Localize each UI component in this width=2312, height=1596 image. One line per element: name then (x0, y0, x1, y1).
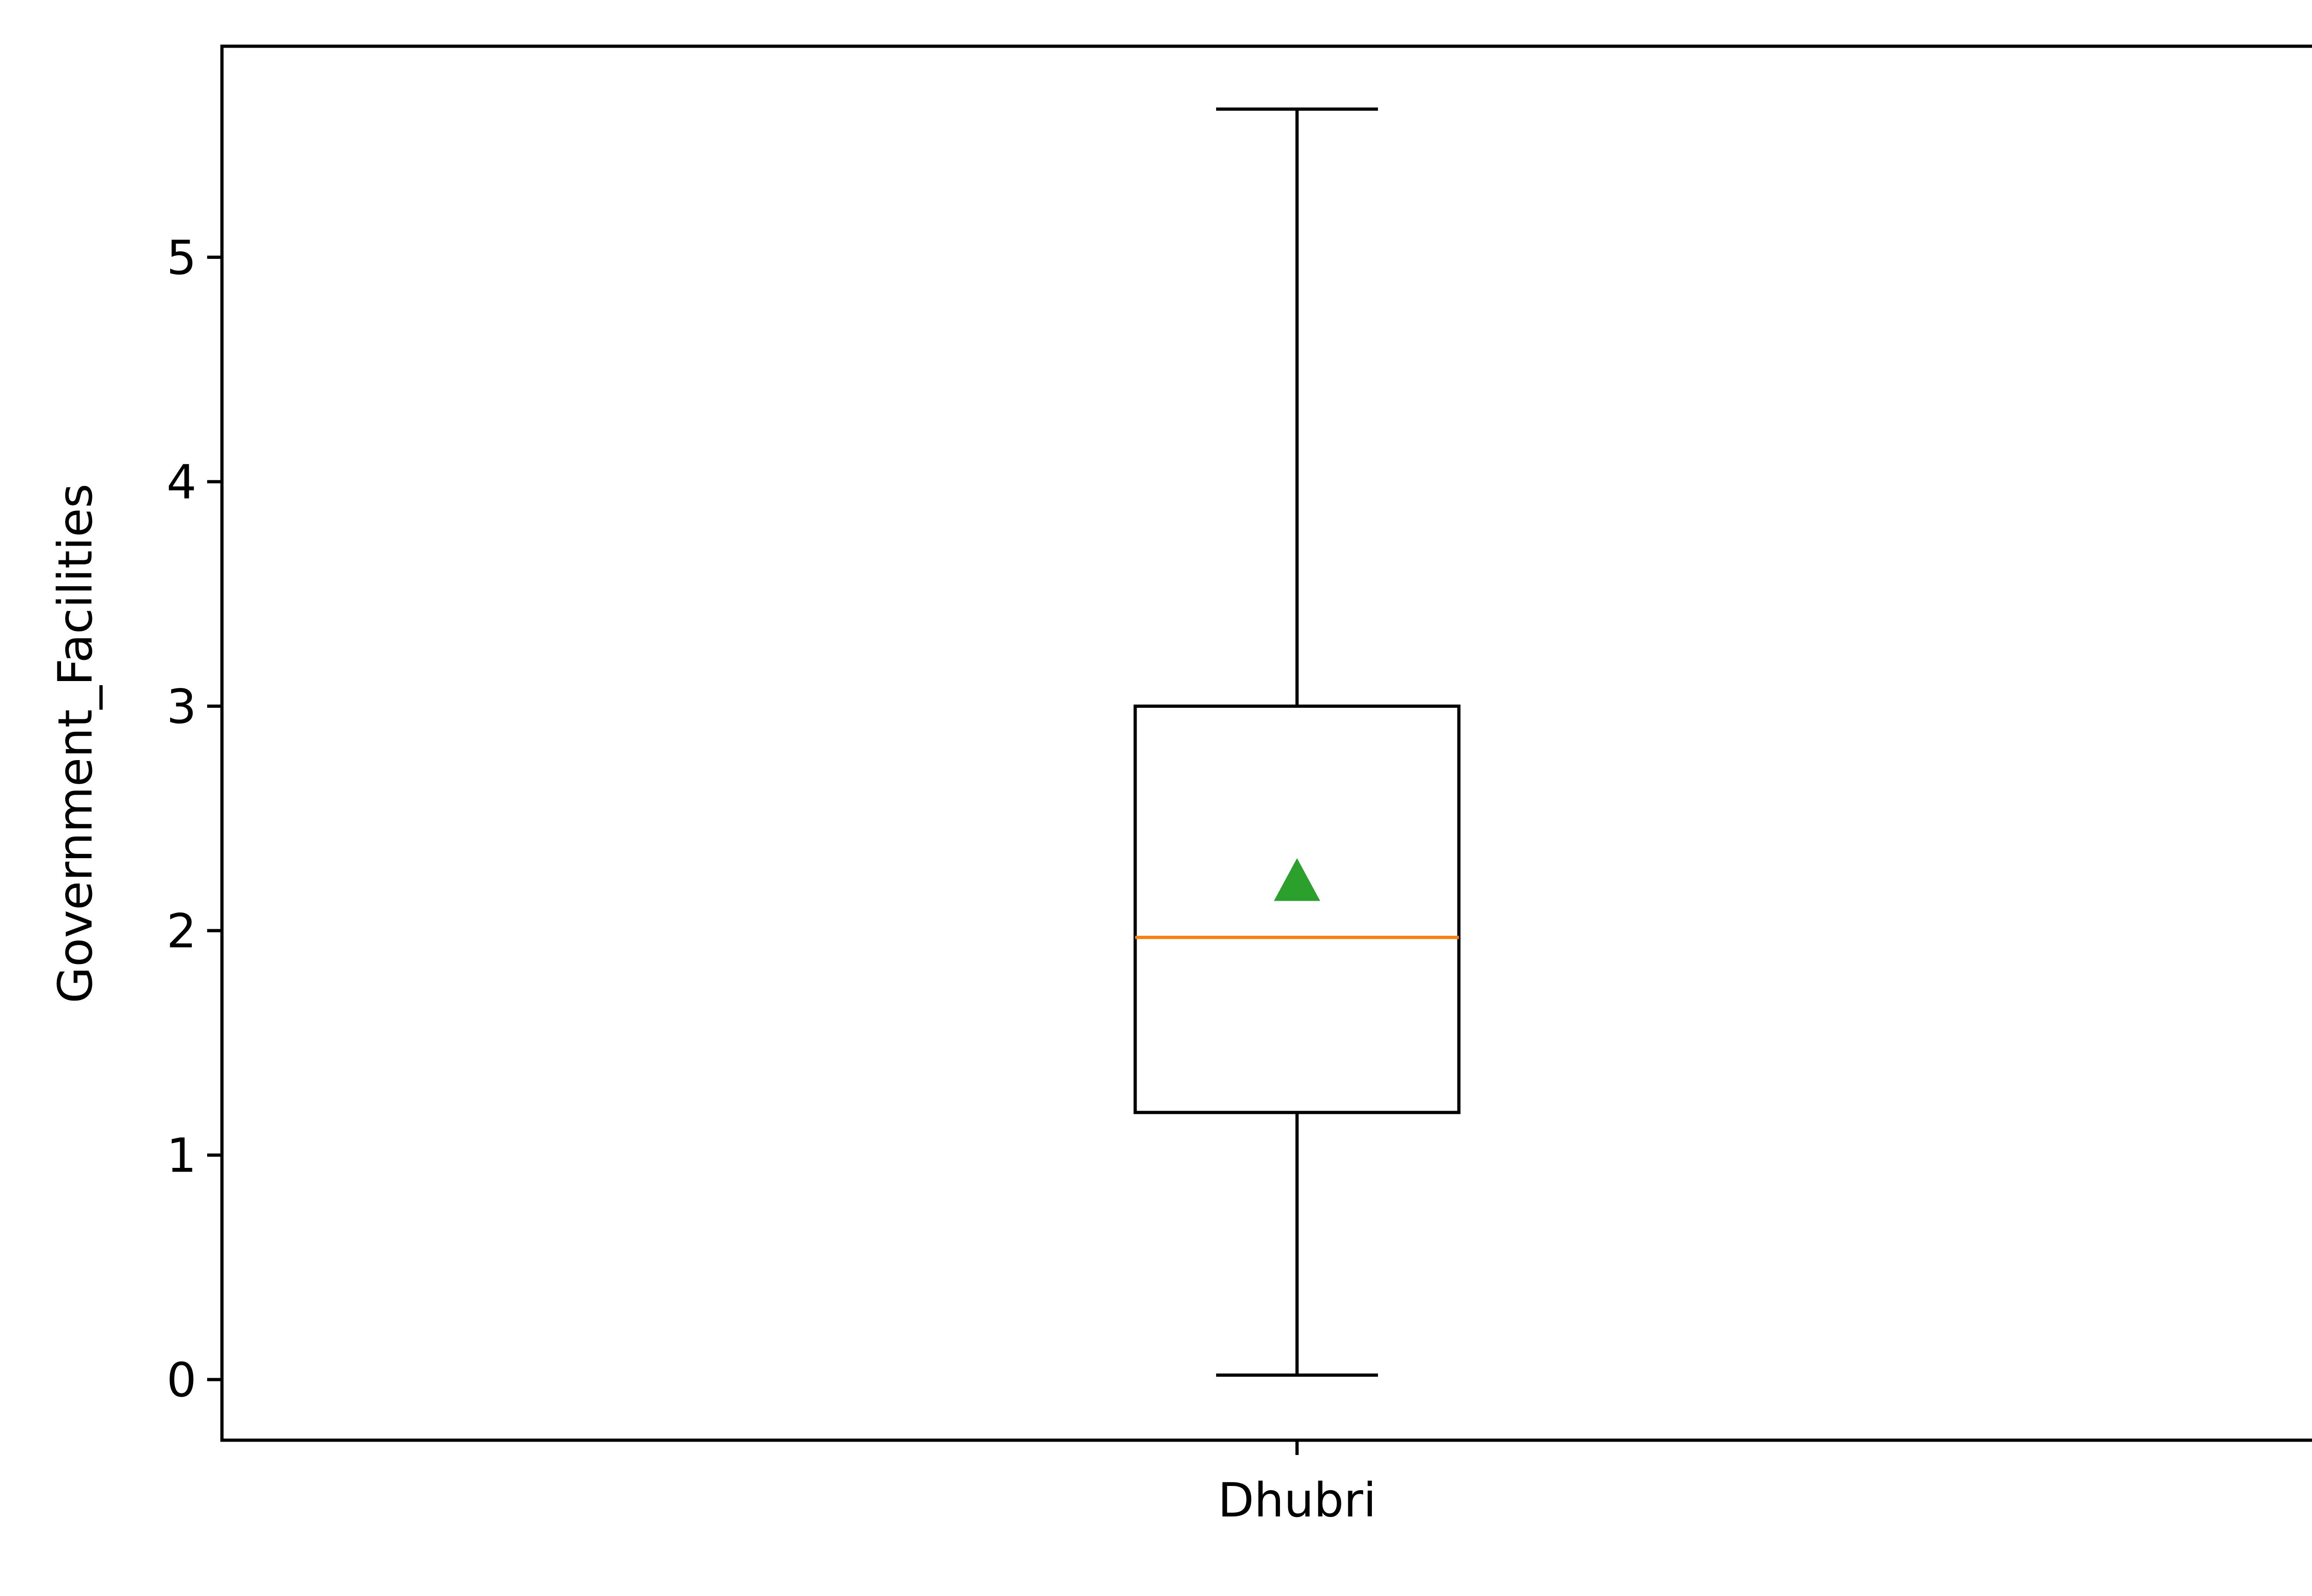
x-axis: Dhubri (1218, 1440, 1377, 1528)
y-axis-label: Government_Facilities (48, 484, 103, 1003)
y-tick-label: 0 (166, 1353, 197, 1408)
y-tick-label: 1 (166, 1128, 197, 1183)
mean-marker (1274, 858, 1320, 901)
y-tick-label: 2 (166, 904, 197, 959)
iqr-box (1133, 704, 1461, 1114)
y-tick-label: 5 (166, 230, 197, 285)
plot-layer (1133, 107, 1461, 1377)
y-axis: 0 1 2 3 4 5 (166, 230, 222, 1408)
y-tick-label: 3 (166, 679, 197, 734)
x-tick-label: Dhubri (1218, 1473, 1377, 1528)
box-group (1133, 107, 1461, 1377)
y-tick-label: 4 (166, 455, 197, 510)
